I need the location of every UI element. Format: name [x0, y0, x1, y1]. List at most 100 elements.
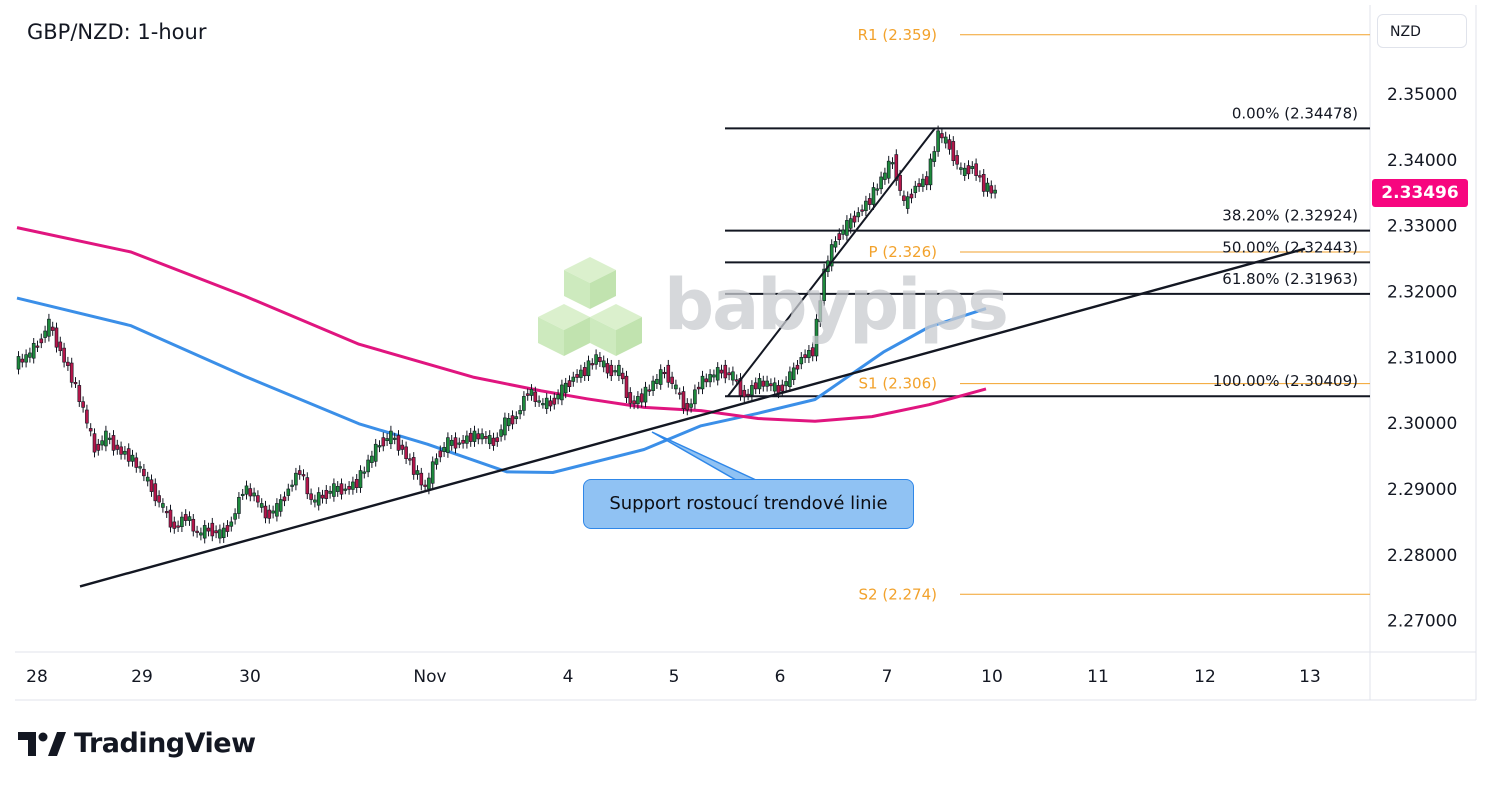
- candle-body: [20, 358, 25, 363]
- currency-selector[interactable]: NZD: [1377, 14, 1467, 48]
- candle-body: [677, 392, 682, 395]
- candle-body: [567, 380, 572, 388]
- fib-label: 50.00% (2.32443): [1222, 238, 1358, 256]
- candle-body: [461, 439, 465, 444]
- candle-body: [731, 371, 735, 381]
- candle-body: [586, 360, 591, 377]
- candle-body: [810, 347, 815, 357]
- candle-body: [233, 513, 237, 520]
- candle-body: [85, 409, 89, 424]
- candle-body: [989, 185, 994, 194]
- candle-body: [582, 367, 587, 377]
- candle-body: [256, 495, 260, 503]
- candle-body: [149, 479, 154, 492]
- candle-body: [244, 485, 249, 495]
- candle-body: [354, 479, 359, 488]
- candle-body: [164, 511, 169, 514]
- candle-body: [465, 435, 469, 444]
- candle-body: [681, 391, 686, 409]
- candle-body: [446, 437, 450, 453]
- candle-body: [145, 476, 150, 482]
- candle-body: [218, 529, 222, 539]
- candle-body: [69, 362, 74, 383]
- candle-body: [909, 193, 914, 199]
- x-tick-label: 10: [981, 667, 1003, 687]
- candle-body: [841, 229, 845, 235]
- candle-body: [628, 392, 633, 404]
- candle-body: [39, 338, 44, 344]
- candle-body: [647, 389, 652, 392]
- candle-body: [723, 364, 728, 379]
- pivot-label: P (2.326): [869, 243, 937, 261]
- chart-title: GBP/NZD: 1-hour: [27, 20, 207, 44]
- trendline: [727, 127, 936, 397]
- candle-body: [248, 488, 253, 497]
- candle-body: [700, 375, 705, 390]
- x-tick-label: 28: [26, 667, 48, 687]
- candle-body: [518, 410, 522, 415]
- candle-body: [130, 454, 135, 462]
- x-tick-label: 30: [239, 667, 261, 687]
- candle-body: [324, 489, 329, 499]
- candle-body: [985, 182, 990, 192]
- candle-body: [259, 503, 264, 508]
- candle-body: [514, 416, 519, 420]
- candle-body: [510, 415, 515, 425]
- candle-body: [765, 380, 769, 387]
- candle-body: [286, 488, 291, 496]
- candle-body: [335, 486, 340, 492]
- candle-body: [605, 363, 610, 374]
- candle-body: [609, 364, 614, 377]
- candle-body: [43, 330, 47, 338]
- candle-body: [503, 417, 507, 436]
- candle-body: [214, 530, 218, 534]
- support-callout: Support rostoucí trendové linie: [583, 479, 914, 529]
- candle-body: [776, 385, 781, 394]
- candle-body: [453, 437, 458, 449]
- candle-body: [544, 397, 549, 409]
- candle-body: [73, 382, 78, 385]
- candle-body: [590, 363, 595, 366]
- candle-body: [423, 484, 427, 487]
- candle-body: [506, 418, 511, 427]
- tradingview-logo-text: TradingView: [74, 728, 256, 759]
- candle-body: [655, 378, 659, 384]
- candle-body: [814, 318, 819, 357]
- candle-body: [966, 165, 971, 175]
- candle-body: [77, 385, 82, 402]
- candle-body: [16, 356, 21, 370]
- candle-body: [404, 446, 408, 459]
- candle-body: [704, 378, 709, 383]
- callout-pointer: [651, 431, 757, 481]
- babypips-watermark-text: babypips: [664, 264, 1009, 346]
- candle-body: [636, 396, 640, 405]
- candle-body: [829, 244, 834, 267]
- candle-body: [271, 510, 275, 514]
- candle-body: [351, 481, 355, 490]
- candle-body: [370, 455, 374, 463]
- y-tick-label: 2.35000: [1387, 85, 1457, 105]
- fib-label: 38.20% (2.32924): [1222, 207, 1358, 225]
- candle-body: [974, 163, 978, 176]
- candle-body: [753, 382, 758, 390]
- candle-body: [35, 345, 40, 348]
- y-tick-label: 2.29000: [1387, 480, 1457, 500]
- candle-body: [427, 477, 431, 490]
- fib-label: 61.80% (2.31963): [1222, 270, 1358, 288]
- candle-body: [92, 433, 97, 453]
- babypips-cube-icon: [538, 304, 590, 356]
- candle-body: [556, 394, 560, 400]
- candle-body: [88, 428, 93, 432]
- candle-body: [62, 347, 66, 363]
- candle-body: [202, 525, 207, 539]
- candle-body: [195, 530, 199, 533]
- candle-body: [408, 458, 412, 461]
- candle-body: [894, 154, 899, 181]
- candle-body: [157, 495, 161, 503]
- candle-body: [100, 440, 104, 446]
- candle-body: [742, 389, 747, 398]
- candle-body: [552, 397, 557, 405]
- candle-body: [932, 151, 937, 162]
- tradingview-logo[interactable]: TradingView: [18, 728, 256, 759]
